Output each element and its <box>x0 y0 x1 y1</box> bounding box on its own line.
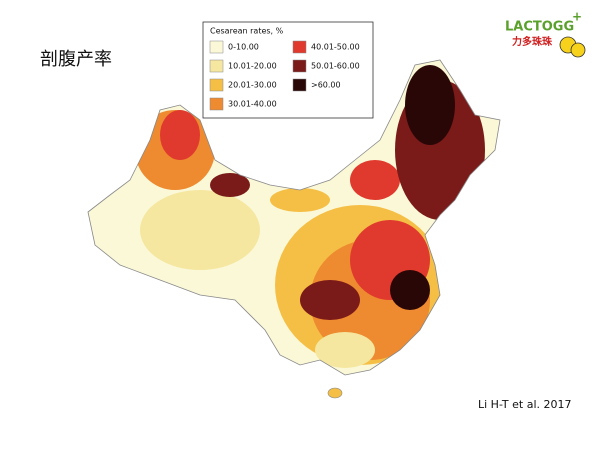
legend-label: 40.01-50.00 <box>311 43 360 52</box>
legend-swatch <box>209 59 224 73</box>
map-outline <box>87 59 501 376</box>
legend-swatch <box>292 78 307 92</box>
legend-label: 30.01-40.00 <box>228 100 277 109</box>
logo: LACTOGG + 力多珠珠 <box>505 10 586 58</box>
citation: Li H-T et al. 2017 <box>478 398 572 411</box>
title: 剖腹产率 <box>40 49 112 70</box>
legend: Cesarean rates, % 0-10.00 10.01-20.00 20.0… <box>202 21 374 119</box>
legend-swatch <box>292 40 307 54</box>
logo-sub: 力多珠珠 <box>512 35 553 48</box>
legend-swatch <box>209 78 224 92</box>
legend-swatch <box>209 97 224 111</box>
logo-brand: LACTOGG <box>505 20 574 35</box>
legend-swatch <box>292 59 307 73</box>
legend-title: Cesarean rates, % <box>210 27 284 36</box>
logo-plus: + <box>572 10 582 24</box>
legend-swatch <box>209 40 224 54</box>
legend-box <box>202 21 374 119</box>
legend-label: 20.01-30.00 <box>228 81 277 90</box>
island <box>327 387 343 399</box>
legend-label: 50.01-60.00 <box>311 62 360 71</box>
legend-label: 0-10.00 <box>228 43 259 52</box>
legend-label: 10.01-20.00 <box>228 62 277 71</box>
legend-label: >60.00 <box>311 81 341 90</box>
